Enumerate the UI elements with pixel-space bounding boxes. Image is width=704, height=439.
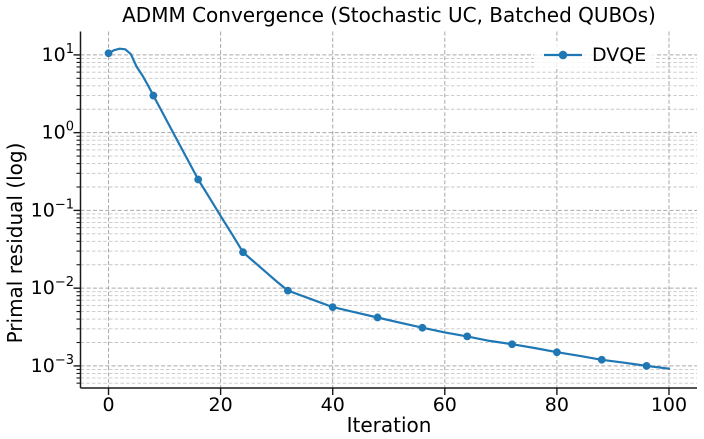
data-point-marker: [418, 323, 427, 332]
legend-label-dvqe: DVQE: [592, 44, 647, 66]
series-line-dvqe: [107, 47, 671, 370]
x-tick-label: 80: [545, 394, 569, 416]
y-tick-label: 101: [42, 42, 74, 66]
y-tick-label: 10−1: [31, 197, 74, 221]
data-point-marker: [194, 175, 203, 184]
data-point-marker: [328, 303, 337, 312]
data-point-marker: [508, 340, 516, 349]
y-tick-label: 10−2: [31, 275, 74, 299]
data-point-marker: [239, 248, 247, 257]
legend: DVQE: [534, 41, 656, 69]
x-tick-label: 100: [651, 394, 687, 416]
data-point-marker: [149, 91, 158, 100]
x-tick-label: 40: [321, 394, 345, 416]
x-tick-label: 0: [102, 394, 114, 416]
data-point-marker: [283, 286, 292, 295]
data-point-marker: [373, 313, 382, 322]
data-point-marker: [642, 362, 651, 370]
x-axis-label: Iteration: [346, 413, 432, 437]
x-tick-label: 20: [209, 394, 233, 416]
chart-title: ADMM Convergence (Stochastic UC, Batched…: [122, 3, 656, 27]
data-point-marker: [104, 49, 113, 58]
data-point-marker: [463, 332, 472, 341]
data-point-marker: [597, 355, 606, 364]
legend-sample-marker-icon: [558, 50, 568, 60]
data-point-marker: [552, 348, 561, 357]
x-tick-label: 60: [433, 394, 457, 416]
y-tick-label: 10−3: [31, 353, 74, 377]
legend-line-marker-sample: [544, 50, 582, 60]
y-tick-label: 100: [42, 120, 74, 144]
